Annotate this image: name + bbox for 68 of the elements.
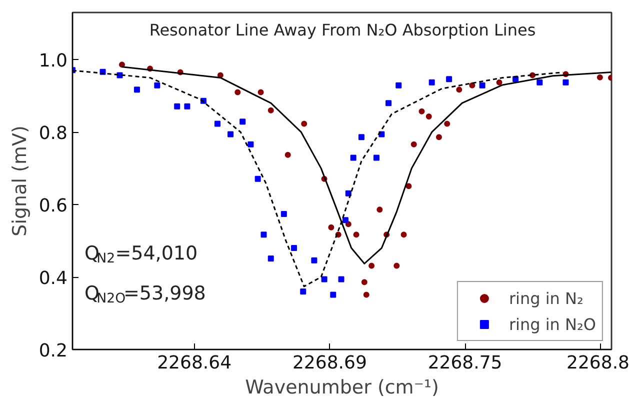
point bbox=[338, 276, 344, 282]
point bbox=[496, 79, 502, 86]
point bbox=[536, 79, 543, 86]
x-tick-label: 2268.69 bbox=[292, 352, 367, 374]
point bbox=[446, 76, 452, 82]
point bbox=[280, 210, 287, 217]
point bbox=[291, 245, 298, 252]
point bbox=[358, 134, 364, 140]
point bbox=[268, 107, 274, 114]
point bbox=[479, 82, 486, 88]
point bbox=[311, 257, 318, 264]
point bbox=[342, 217, 348, 224]
point bbox=[426, 114, 432, 120]
point bbox=[436, 134, 442, 140]
point bbox=[353, 232, 360, 238]
x-axis-title: Wavenumber (cm⁻¹) bbox=[245, 376, 439, 398]
point bbox=[248, 141, 254, 148]
point bbox=[258, 89, 264, 96]
legend-label: ring in N₂ bbox=[508, 288, 584, 308]
point bbox=[284, 152, 291, 158]
point bbox=[361, 279, 368, 286]
x-tick-label: 2268.8 bbox=[566, 352, 629, 374]
point bbox=[400, 232, 407, 238]
point bbox=[368, 262, 375, 269]
point bbox=[456, 86, 462, 93]
x-tick-label: 2268.75 bbox=[428, 352, 502, 374]
point bbox=[240, 118, 246, 125]
y-tick-label: 0.8 bbox=[38, 123, 68, 144]
point bbox=[363, 292, 370, 298]
point bbox=[328, 224, 334, 230]
point bbox=[386, 100, 392, 106]
y-tick-label: 0.2 bbox=[38, 340, 68, 362]
point bbox=[184, 103, 190, 110]
point bbox=[562, 79, 569, 86]
point bbox=[330, 292, 336, 298]
point bbox=[396, 82, 402, 88]
point bbox=[260, 232, 267, 238]
point bbox=[373, 154, 380, 161]
point bbox=[268, 256, 274, 262]
point bbox=[444, 120, 450, 127]
point bbox=[234, 89, 241, 96]
point bbox=[134, 86, 140, 93]
text: Resonator Line Away From N₂O Absorption Lines bbox=[149, 20, 536, 40]
x-tick-label: 2268.64 bbox=[157, 352, 232, 374]
point bbox=[254, 176, 261, 182]
point bbox=[350, 154, 356, 161]
point bbox=[596, 74, 603, 80]
point bbox=[321, 276, 328, 282]
point bbox=[118, 62, 125, 68]
point bbox=[406, 183, 412, 190]
y-tick-label: 1.0 bbox=[38, 50, 68, 72]
point bbox=[376, 206, 383, 213]
point bbox=[214, 120, 220, 127]
point bbox=[410, 141, 417, 148]
point bbox=[428, 79, 435, 86]
point bbox=[418, 108, 425, 114]
y-axis-title: Signal (mV) bbox=[8, 126, 31, 236]
point bbox=[154, 82, 160, 88]
y-tick-label: 0.6 bbox=[38, 196, 68, 217]
legend-label: ring in N₂O bbox=[508, 314, 596, 334]
point bbox=[301, 120, 308, 127]
point bbox=[300, 288, 306, 295]
point bbox=[394, 262, 400, 269]
y-tick-label: 0.4 bbox=[38, 268, 68, 290]
point bbox=[228, 131, 234, 138]
point bbox=[174, 103, 180, 110]
point bbox=[469, 82, 476, 88]
point bbox=[345, 190, 352, 196]
